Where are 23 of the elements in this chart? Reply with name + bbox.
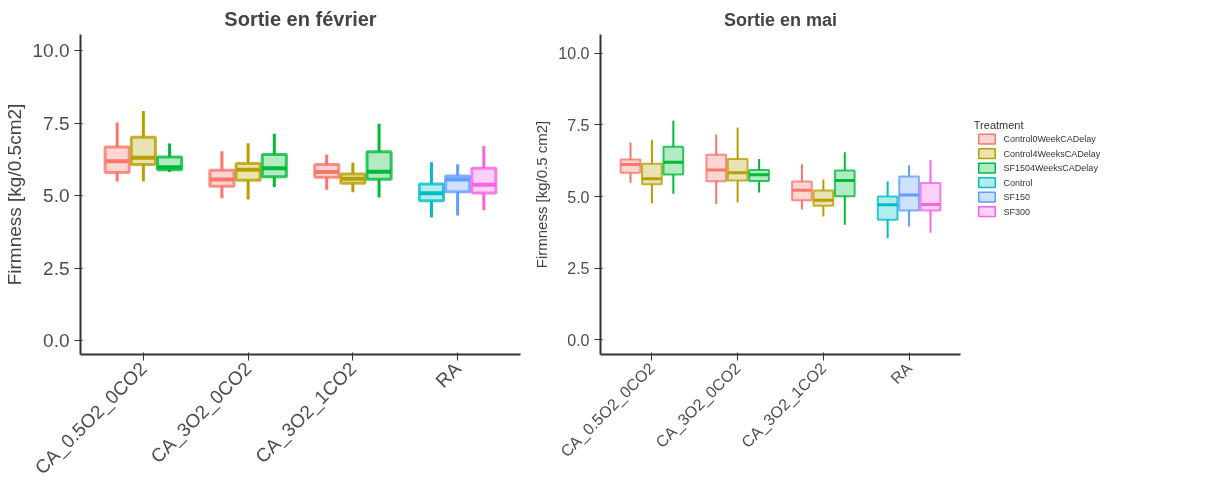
x-tick-label: RA (431, 357, 466, 392)
y-axis-title: Firmness [kg/0.5 cm2] (533, 120, 551, 269)
legend-label: SF1504WeeksCADelay (1003, 163, 1099, 174)
y-tick-label: 2.5 (43, 257, 70, 279)
x-tick-label: RA (887, 359, 916, 388)
legend-label: Control (1003, 177, 1033, 188)
y-tick-label: 7.5 (567, 116, 590, 134)
y-tick-label: 2.5 (567, 260, 590, 278)
legend-label: Control0WeekCADelay (1003, 134, 1097, 145)
chart-title: Sortie en février (224, 7, 377, 30)
legend-label: SF150 (1003, 192, 1031, 203)
chart-title: Sortie en mai (723, 9, 838, 30)
y-tick-label: 0.0 (43, 330, 70, 352)
legend-label: SF300 (1003, 206, 1031, 217)
y-tick-label: 5.0 (43, 185, 70, 207)
y-tick-label: 0.0 (567, 331, 590, 349)
y-tick-label: 10.0 (558, 45, 590, 63)
y-axis-title: Firmness [kg/0.5cm2] (3, 103, 25, 286)
legend-label: Control4WeeksCADelay (1003, 148, 1101, 159)
y-tick-label: 10.0 (32, 40, 70, 62)
y-tick-label: 5.0 (567, 188, 590, 206)
legend-title: Treatment (973, 118, 1024, 131)
y-tick-label: 7.5 (43, 112, 70, 134)
